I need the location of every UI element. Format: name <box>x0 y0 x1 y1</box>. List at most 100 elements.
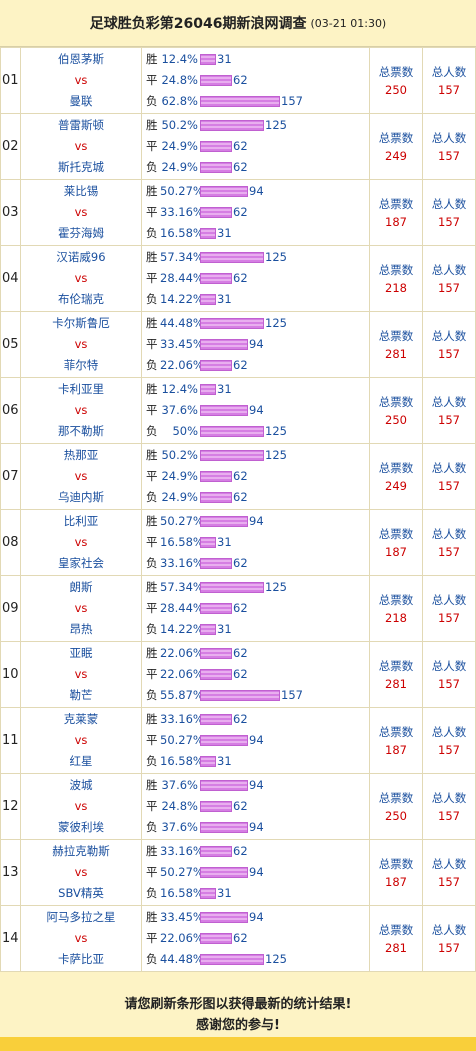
vote-bar <box>200 450 264 461</box>
outcome-label: 平 <box>146 337 158 351</box>
away-team-link[interactable]: 乌迪内斯 <box>58 490 104 504</box>
outcome-count: 31 <box>217 52 232 66</box>
total-votes-label: 总票数 <box>378 856 414 871</box>
vote-bars: 胜 12.4% 31 平 37.6% 94 负 50% 125 <box>141 377 370 444</box>
outcome-percent: 33.16% <box>160 556 204 570</box>
home-team-link[interactable]: 卡尔斯鲁厄 <box>52 316 110 330</box>
outcome-percent: 50% <box>172 424 198 438</box>
outcome-label: 负 <box>146 952 158 966</box>
outcome-percent: 57.34% <box>160 580 204 594</box>
outcome-count: 62 <box>233 931 248 945</box>
total-people-value: 157 <box>438 742 460 757</box>
home-team-link[interactable]: 普雷斯顿 <box>58 118 104 132</box>
total-votes-label: 总票数 <box>378 262 414 277</box>
home-team-link[interactable]: 汉诺威96 <box>56 250 106 264</box>
vote-bar-row: 负 22.06% 62 <box>146 355 369 376</box>
vote-bar-row: 平 33.16% 62 <box>146 202 369 223</box>
vote-bar <box>200 96 280 107</box>
total-votes-cell: 总票数 250 <box>369 377 423 444</box>
match-number: 05 <box>0 311 21 378</box>
outcome-percent: 24.9% <box>161 160 198 174</box>
away-team-link[interactable]: 曼联 <box>69 94 93 108</box>
away-team-link[interactable]: 菲尔特 <box>63 358 99 372</box>
outcome-percent: 28.44% <box>160 601 204 615</box>
outcome-count: 62 <box>233 712 248 726</box>
vs-label: vs <box>74 535 88 549</box>
outcome-percent: 33.16% <box>160 205 204 219</box>
outcome-label: 平 <box>146 535 158 549</box>
outcome-count: 62 <box>233 646 248 660</box>
vote-bar <box>200 162 232 173</box>
vote-bar <box>200 75 232 86</box>
outcome-percent: 22.06% <box>160 358 204 372</box>
away-team-link[interactable]: 皇家社会 <box>58 556 104 570</box>
away-team-link[interactable]: SBV精英 <box>58 886 104 900</box>
outcome-label: 平 <box>146 73 158 87</box>
total-people-label: 总人数 <box>431 790 467 805</box>
vote-bar-row: 负 16.58% 31 <box>146 883 369 904</box>
away-team-link[interactable]: 蒙彼利埃 <box>58 820 104 834</box>
match-row: 03 莱比锡 vs 霍芬海姆 胜 50.27% 94 平 33.16% 62 负 16.58% 31 总票… <box>0 179 476 246</box>
home-team-link[interactable]: 赫拉克勒斯 <box>52 844 110 858</box>
home-team-link[interactable]: 亚眠 <box>69 646 93 660</box>
outcome-label: 负 <box>146 754 158 768</box>
total-votes-value: 187 <box>385 214 407 229</box>
home-team-link[interactable]: 朗斯 <box>69 580 93 594</box>
home-team-link[interactable]: 比利亚 <box>63 514 99 528</box>
home-team-link[interactable]: 莱比锡 <box>63 184 99 198</box>
outcome-count: 94 <box>249 184 264 198</box>
total-people-cell: 总人数 157 <box>422 641 476 708</box>
away-team-link[interactable]: 昂热 <box>69 622 93 636</box>
outcome-count: 94 <box>249 514 264 528</box>
outcome-percent: 22.06% <box>160 646 204 660</box>
vote-bar-row: 平 28.44% 62 <box>146 268 369 289</box>
total-people-cell: 总人数 157 <box>422 575 476 642</box>
vote-bar <box>200 207 232 218</box>
vote-bar-row: 平 22.06% 62 <box>146 928 369 949</box>
outcome-label: 负 <box>146 292 158 306</box>
vote-bar-row: 负 14.22% 31 <box>146 289 369 310</box>
total-people-cell: 总人数 157 <box>422 311 476 378</box>
match-number: 10 <box>0 641 21 708</box>
away-team-link[interactable]: 勒芒 <box>69 688 93 702</box>
away-team-link[interactable]: 卡萨比亚 <box>58 952 104 966</box>
vote-bar <box>200 822 248 833</box>
vote-bar-row: 负 16.58% 31 <box>146 223 369 244</box>
outcome-count: 31 <box>217 382 232 396</box>
away-team-link[interactable]: 红星 <box>69 754 93 768</box>
outcome-label: 负 <box>146 886 158 900</box>
vote-bar-row: 胜 50.2% 125 <box>146 115 369 136</box>
vote-bar <box>200 252 264 263</box>
vote-bar-row: 胜 57.34% 125 <box>146 247 369 268</box>
outcome-label: 负 <box>146 688 158 702</box>
home-team-link[interactable]: 卡利亚里 <box>58 382 104 396</box>
home-team-link[interactable]: 克莱蒙 <box>63 712 99 726</box>
home-team-link[interactable]: 波城 <box>69 778 93 792</box>
vs-label: vs <box>74 601 88 615</box>
outcome-percent: 55.87% <box>160 688 204 702</box>
vote-bar-row: 平 24.8% 62 <box>146 70 369 91</box>
outcome-percent: 14.22% <box>160 292 204 306</box>
survey-time: (03-21 01:30) <box>310 16 387 30</box>
away-team-link[interactable]: 那不勒斯 <box>58 424 104 438</box>
vote-bar <box>200 846 232 857</box>
vote-bar <box>200 492 232 503</box>
vote-bar <box>200 120 264 131</box>
vote-bars: 胜 33.16% 62 平 50.27% 94 负 16.58% 31 <box>141 839 370 906</box>
total-people-value: 157 <box>438 874 460 889</box>
vote-bar-row: 平 50.27% 94 <box>146 862 369 883</box>
vote-bar-row: 平 37.6% 94 <box>146 400 369 421</box>
away-team-link[interactable]: 布伦瑞克 <box>58 292 104 306</box>
home-team-link[interactable]: 热那亚 <box>63 448 99 462</box>
vote-bar-row: 负 24.9% 62 <box>146 157 369 178</box>
vote-bar <box>200 339 248 350</box>
away-team-link[interactable]: 斯托克城 <box>58 160 104 174</box>
vs-label: vs <box>74 931 88 945</box>
vote-bar <box>200 426 264 437</box>
outcome-percent: 50.27% <box>160 865 204 879</box>
home-team-link[interactable]: 阿马多拉之星 <box>46 910 116 924</box>
total-votes-label: 总票数 <box>378 394 414 409</box>
outcome-count: 94 <box>249 778 264 792</box>
home-team-link[interactable]: 伯恩茅斯 <box>58 52 104 66</box>
away-team-link[interactable]: 霍芬海姆 <box>58 226 104 240</box>
